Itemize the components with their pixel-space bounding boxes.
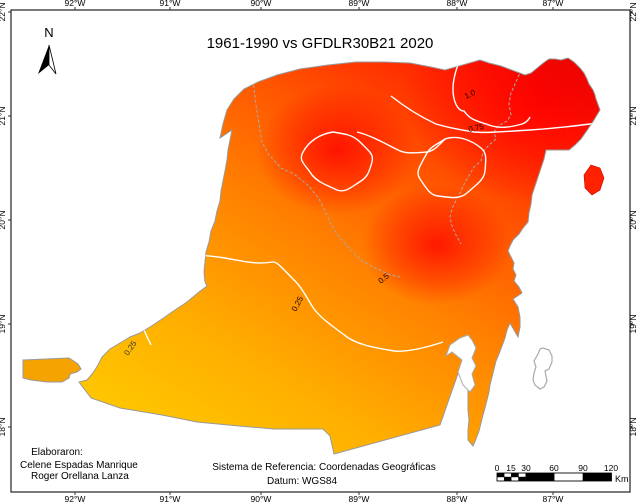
svg-text:15: 15 (506, 463, 516, 473)
svg-text:1961-1990 vs GFDLR30B21 2020: 1961-1990 vs GFDLR30B21 2020 (207, 35, 434, 52)
svg-text:90°W: 90°W (251, 494, 272, 503)
svg-text:0: 0 (495, 463, 500, 473)
svg-text:90: 90 (578, 463, 588, 473)
svg-text:88°W: 88°W (447, 0, 468, 8)
svg-text:30: 30 (521, 463, 531, 473)
svg-text:Elaboraron:: Elaboraron: (31, 447, 83, 458)
svg-text:19°N: 19°N (0, 315, 7, 334)
svg-text:Sistema de Referencia: Coorden: Sistema de Referencia: Coordenadas Geogr… (212, 462, 435, 473)
svg-text:18°N: 18°N (0, 418, 7, 437)
svg-text:120: 120 (604, 463, 618, 473)
svg-text:Roger Orellana Lanza: Roger Orellana Lanza (31, 471, 129, 482)
svg-text:89°W: 89°W (349, 494, 370, 503)
svg-text:20°N: 20°N (628, 211, 638, 230)
svg-text:Celene Espadas Manrique: Celene Espadas Manrique (20, 460, 138, 471)
svg-text:92°W: 92°W (65, 0, 86, 8)
svg-text:92°W: 92°W (65, 494, 86, 503)
svg-text:87°W: 87°W (543, 494, 564, 503)
svg-text:20°N: 20°N (0, 211, 7, 230)
svg-text:22°N: 22°N (0, 3, 7, 22)
svg-text:Km: Km (615, 474, 629, 484)
svg-text:91°W: 91°W (160, 494, 181, 503)
svg-text:21°N: 21°N (628, 107, 638, 126)
svg-text:18°N: 18°N (628, 418, 638, 437)
svg-text:89°W: 89°W (349, 0, 370, 8)
svg-text:87°W: 87°W (543, 0, 564, 8)
svg-text:60: 60 (549, 463, 559, 473)
svg-text:22°N: 22°N (628, 3, 638, 22)
svg-text:91°W: 91°W (160, 0, 181, 8)
svg-text:21°N: 21°N (0, 107, 7, 126)
svg-text:88°W: 88°W (447, 494, 468, 503)
svg-text:Datum: WGS84: Datum: WGS84 (267, 476, 337, 487)
svg-text:N: N (44, 25, 53, 40)
svg-text:19°N: 19°N (628, 315, 638, 334)
svg-text:90°W: 90°W (251, 0, 272, 8)
